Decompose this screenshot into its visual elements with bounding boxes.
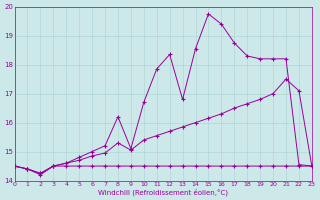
X-axis label: Windchill (Refroidissement éolien,°C): Windchill (Refroidissement éolien,°C): [98, 188, 228, 196]
